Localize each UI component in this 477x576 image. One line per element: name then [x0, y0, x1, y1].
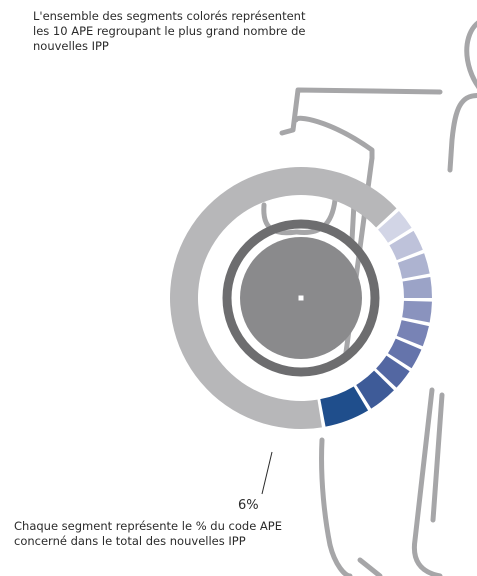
donut-segment-5 [396, 320, 429, 347]
donut-segment-3 [376, 355, 410, 388]
donut-segment-8 [397, 253, 430, 279]
bottom-caption: Chaque segment représente le % du code A… [14, 519, 354, 549]
donut-segment-2 [356, 370, 394, 409]
donut-chart [169, 166, 432, 429]
donut-segment-7 [402, 277, 432, 298]
top-caption-line-3: nouvelles IPP [33, 39, 109, 53]
donut-segment-9 [389, 230, 423, 261]
donut-remainder [169, 166, 397, 429]
top-caption-line-1: L'ensemble des segments colorés représen… [33, 9, 306, 23]
donut-segment-6 [402, 300, 432, 323]
center-dot [298, 295, 304, 301]
bottom-caption-line-1: Chaque segment représente le % du code A… [14, 519, 282, 533]
segment-value-label: 6% [238, 498, 259, 513]
inner-ring [222, 219, 380, 377]
donut-segment-10 [378, 211, 412, 243]
bottom-caption-line-2: concerné dans le total des nouvelles IPP [14, 534, 246, 548]
top-caption-line-2: les 10 APE regroupant le plus grand nomb… [33, 24, 306, 38]
donut-segment-1 [320, 386, 369, 427]
donut-segment-4 [387, 338, 422, 369]
leader-line [261, 451, 273, 495]
top-caption: L'ensemble des segments colorés représen… [33, 9, 353, 54]
